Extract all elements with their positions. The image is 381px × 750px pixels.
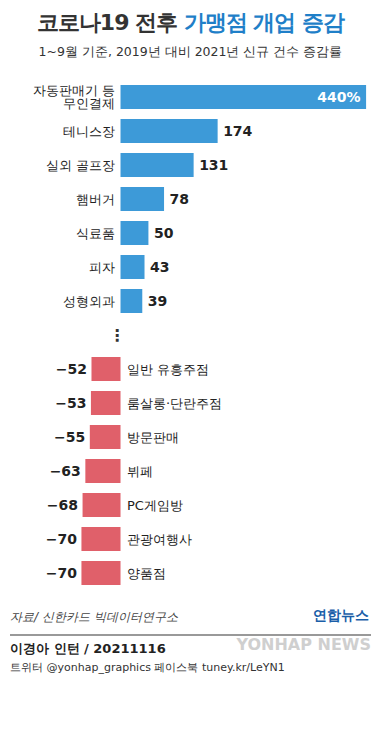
- svg-text:78: 78: [170, 191, 189, 207]
- svg-text:방문판매: 방문판매: [127, 430, 179, 445]
- svg-text:39: 39: [148, 293, 167, 309]
- svg-text:성형외과: 성형외과: [63, 294, 115, 309]
- svg-text:일반 유흥주점: 일반 유흥주점: [127, 362, 209, 377]
- svg-text:−68: −68: [47, 497, 78, 513]
- svg-text:식료품: 식료품: [76, 226, 115, 241]
- html-text:자료/ 신한카드 빅데이터연구소: 자료/ 신한카드 빅데이터연구소: [10, 610, 178, 624]
- svg-text:룸살롱·단란주점: 룸살롱·단란주점: [127, 396, 222, 411]
- svg-text:50: 50: [154, 225, 174, 241]
- html-text:연합뉴스: 연합뉴스: [313, 607, 369, 623]
- html-text:1~9월 기준, 2019년 대비 2021년 신규 건수: 1~9월 기준, 2019년 대비 2021년 신규 건수 증감률: [38, 44, 343, 59]
- svg-text:햄버거: 햄버거: [76, 192, 115, 207]
- html-text:YONHAP NEWS: YONHAP NEWS: [236, 635, 371, 654]
- svg-text:131: 131: [199, 157, 228, 173]
- svg-text:피자: 피자: [89, 260, 115, 275]
- svg-text:−52: −52: [56, 361, 87, 377]
- svg-text:⋮: ⋮: [109, 326, 125, 345]
- svg-text:−70: −70: [46, 565, 77, 581]
- svg-text:PC게임방: PC게임방: [127, 498, 183, 513]
- svg-text:자동판매기 등무인결제: 자동판매기 등무인결제: [33, 83, 115, 111]
- html-text:트위터 @yonhap_graphics 페이스북 tune: 트위터 @yonhap_graphics 페이스북 tuney.kr/LeYN1: [10, 661, 285, 674]
- svg-text:실외 골프장: 실외 골프장: [46, 158, 115, 173]
- svg-text:−55: −55: [54, 429, 85, 445]
- html-text:코로나19 전후가맹점 개업 증감: 코로나19 전후가맹점 개업 증감: [36, 10, 345, 35]
- svg-text:양품점: 양품점: [127, 566, 166, 581]
- svg-text:−63: −63: [50, 463, 81, 479]
- svg-text:43: 43: [150, 259, 169, 275]
- svg-text:−70: −70: [46, 531, 77, 547]
- svg-text:뷔페: 뷔페: [127, 464, 153, 479]
- svg-text:테니스장: 테니스장: [63, 124, 115, 139]
- svg-text:440%: 440%: [317, 89, 360, 105]
- html-text:이경아 인턴 / 20211116: 이경아 인턴 / 20211116: [10, 641, 166, 656]
- svg-text:−53: −53: [55, 395, 86, 411]
- svg-text:관광여행사: 관광여행사: [127, 532, 192, 547]
- svg-text:174: 174: [223, 123, 252, 139]
